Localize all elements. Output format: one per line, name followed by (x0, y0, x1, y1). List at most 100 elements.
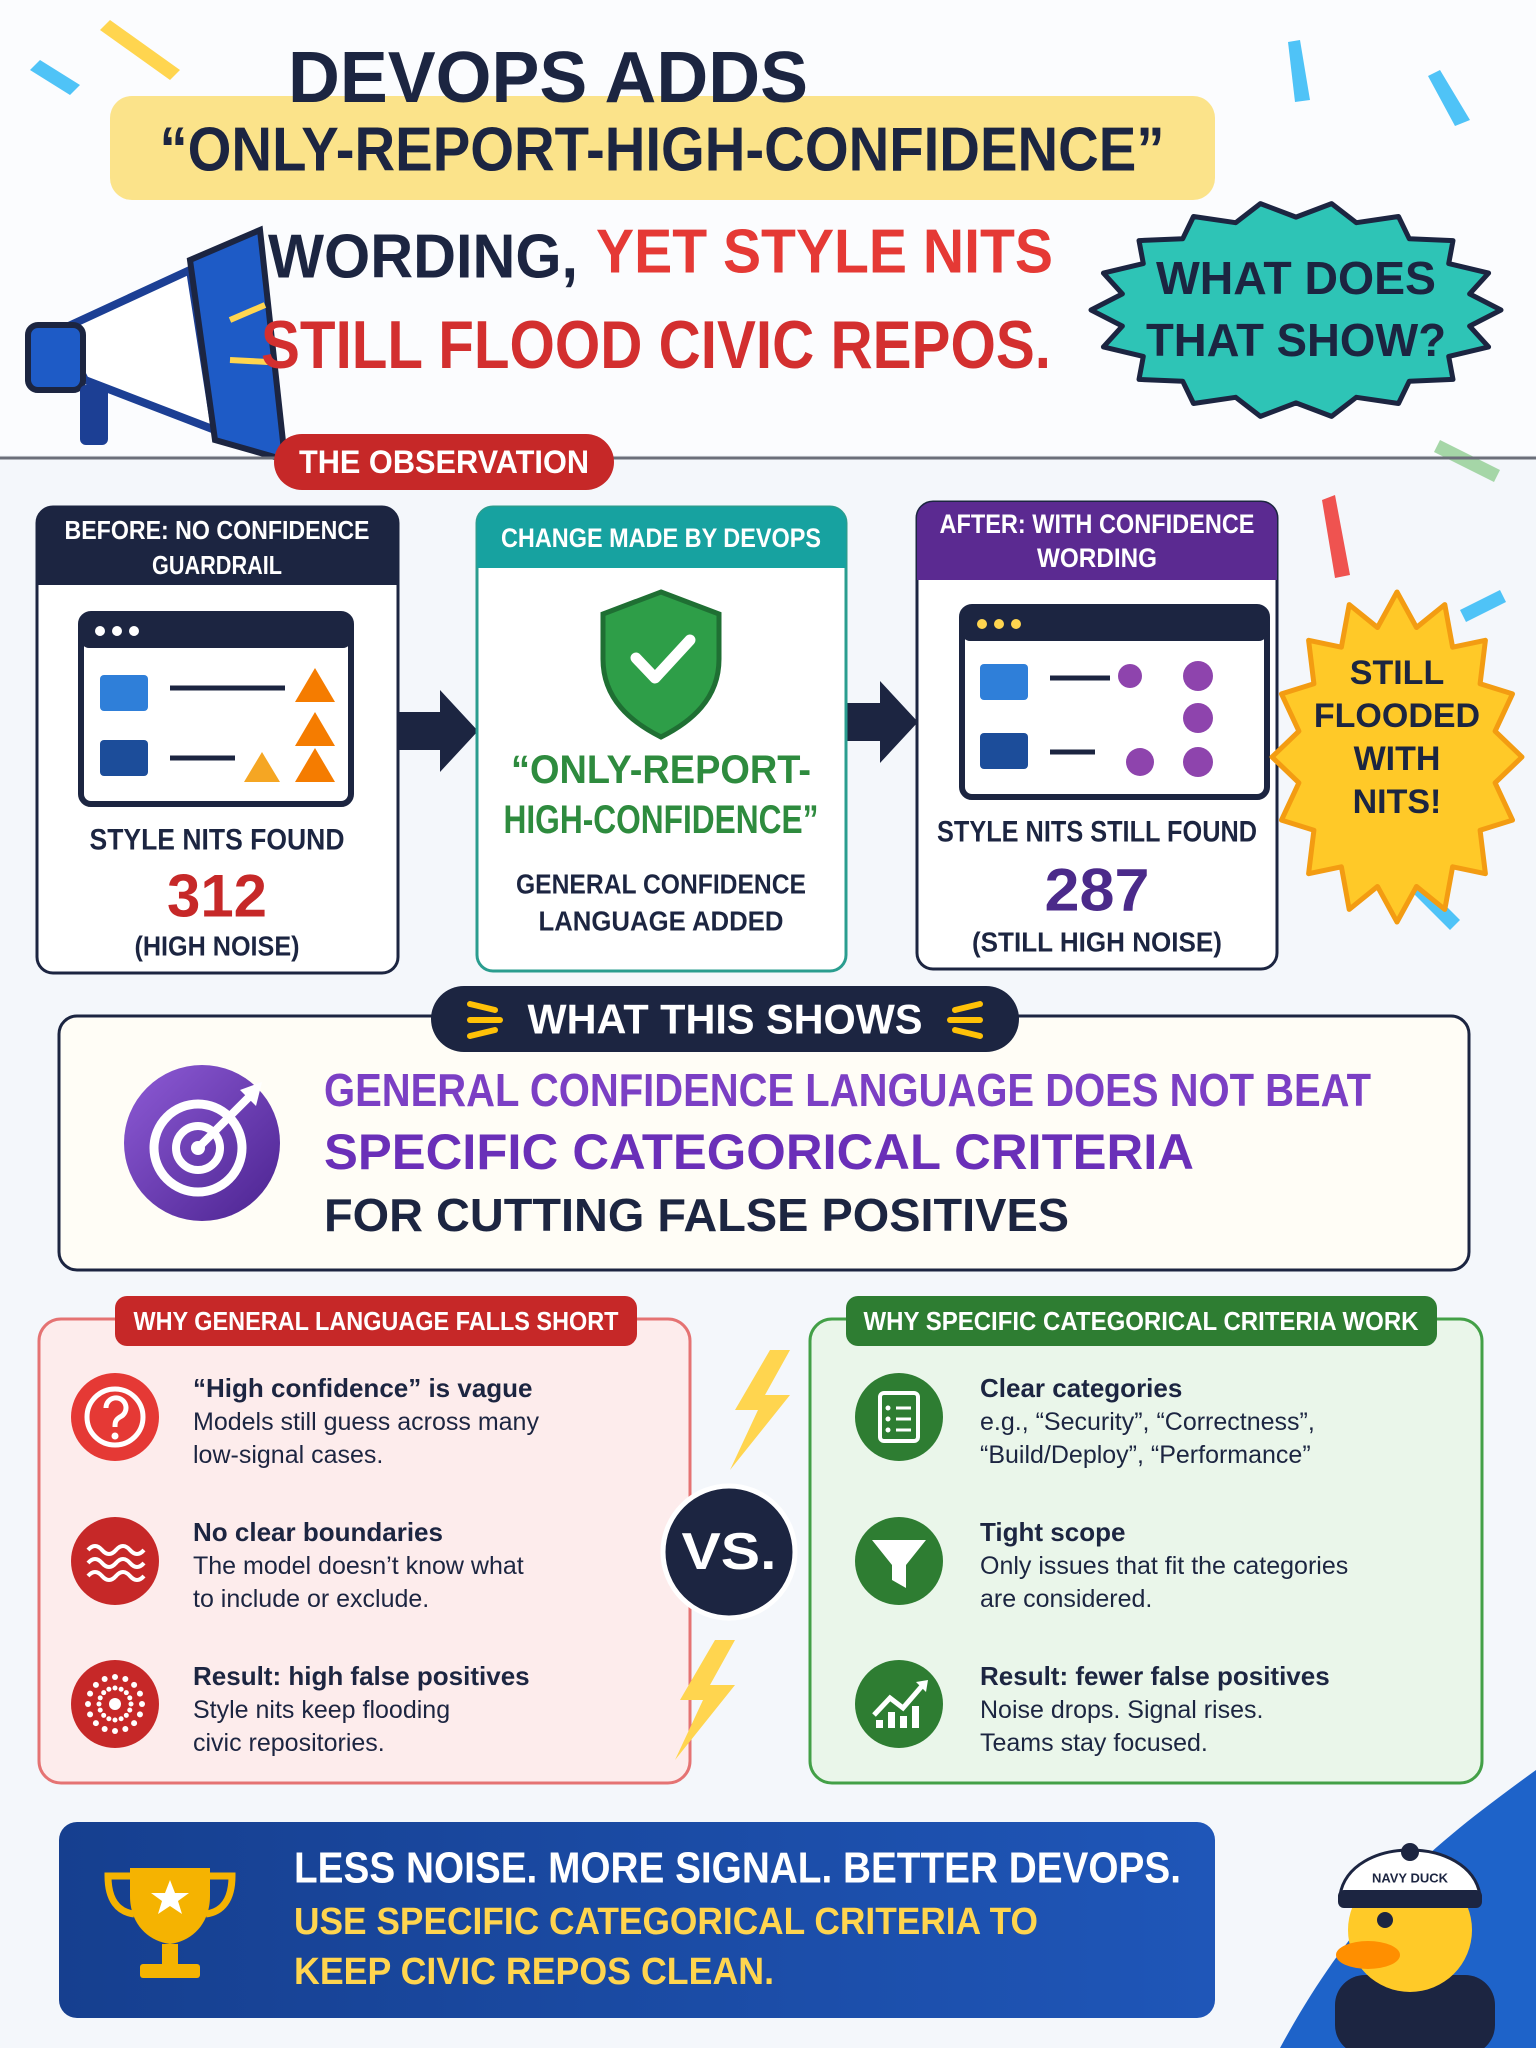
arrow (398, 690, 478, 772)
lightning (730, 1350, 790, 1470)
card-header (37, 507, 398, 585)
arrow (846, 681, 918, 763)
right-panel-header (846, 1296, 1437, 1346)
dot (122, 1676, 129, 1683)
cards-caption: GENERAL CONFIDENCE (516, 869, 806, 900)
dot (139, 1701, 145, 1707)
footer-lines: LESS NOISE. MORE SIGNAL. BETTER DEVOPS. (294, 1844, 1181, 1893)
items-lines: civic repositories. (193, 1729, 385, 1757)
scatter-icon (71, 1660, 159, 1748)
dot (101, 1690, 107, 1696)
items-lines: Models still guess across many (193, 1408, 539, 1436)
insight-label: WHAT THIS SHOWS (528, 996, 923, 1043)
header-title-line3-a: WORDING, (268, 223, 578, 292)
target-icon (124, 1065, 280, 1221)
insight-pill (431, 986, 1019, 1052)
dot (87, 1690, 94, 1697)
observation-label: THE OBSERVATION (299, 444, 589, 480)
items-title: Tight scope (980, 1517, 1125, 1547)
trophy-icon (104, 1868, 236, 1978)
dot (123, 1712, 129, 1718)
cards-note: (HIGH NOISE) (135, 931, 300, 962)
dot (136, 1711, 143, 1718)
right-title: WHY SPECIFIC CATEGORICAL CRITERIA WORK (864, 1306, 1419, 1336)
items-lines: Style nits keep flooding (193, 1696, 450, 1724)
left-title: WHY GENERAL LANGUAGE FALLS SHORT (134, 1306, 619, 1336)
items-lines: Noise drops. Signal rises. (980, 1696, 1263, 1724)
card-header (477, 507, 846, 568)
cards-header: GUARDRAIL (152, 550, 282, 580)
cards-header: CHANGE MADE BY DEVOPS (501, 523, 821, 553)
dot (87, 1711, 94, 1718)
dot (112, 1674, 118, 1680)
items-lines: The model doesn’t know what (193, 1552, 524, 1580)
dot (127, 1695, 133, 1701)
confetti (1460, 590, 1506, 622)
confetti (1322, 495, 1350, 578)
observation-pill (274, 434, 614, 490)
dot (97, 1707, 103, 1713)
cards-quote: HIGH-CONFIDENCE” (504, 798, 819, 842)
cards-value: 312 (167, 863, 267, 930)
observation-burst: STILL (1350, 654, 1444, 692)
dot (92, 1720, 99, 1727)
dot (123, 1690, 129, 1696)
boundary-icon (71, 1517, 159, 1605)
items-lines: Only issues that fit the categories (980, 1552, 1348, 1580)
confetti (1428, 70, 1470, 126)
code-window-icon (78, 611, 354, 807)
confetti (1434, 440, 1500, 482)
dot (118, 1716, 124, 1722)
items-title: Result: high false positives (193, 1661, 530, 1691)
nits-burst (1269, 589, 1525, 925)
header-title-highlight: “ONLY-REPORT-HIGH-CONFIDENCE” (160, 116, 1165, 185)
items-lines: Teams stay focused. (980, 1729, 1208, 1757)
cards-caption: STYLE NITS STILL FOUND (937, 816, 1257, 849)
dot (128, 1701, 134, 1707)
title-highlight (110, 96, 1215, 200)
dot (131, 1681, 138, 1688)
dot (92, 1681, 99, 1688)
header-badge: THAT SHOW? (1146, 314, 1446, 366)
dot (96, 1701, 102, 1707)
pill-accent (467, 1001, 983, 1039)
items-lines: e.g., “Security”, “Correctness”, (980, 1408, 1315, 1436)
footer-lines: KEEP CIVIC REPOS CLEAN. (294, 1951, 774, 1993)
question-icon (71, 1373, 159, 1461)
header-title-line4: STILL FLOOD CIVIC REPOS. (261, 307, 1051, 383)
footer-banner (59, 1822, 1215, 2018)
dot (112, 1717, 118, 1723)
dot (127, 1707, 133, 1713)
badge-burst (1088, 201, 1504, 419)
card-header (917, 502, 1277, 580)
items-title: Clear categories (980, 1373, 1182, 1403)
header-title-line3-b: YET STYLE NITS (596, 218, 1053, 287)
footer-mascot: NAVY DUCK (1372, 1871, 1449, 1886)
code-window-icon (959, 604, 1270, 800)
filter-icon (855, 1517, 943, 1605)
cards-header: WORDING (1037, 543, 1157, 573)
left-panel-header (115, 1296, 637, 1346)
dot (136, 1690, 143, 1697)
cards-caption: LANGUAGE ADDED (539, 906, 784, 937)
header-badge: WHAT DOES (1156, 252, 1436, 304)
dot (118, 1686, 124, 1692)
insight-lines: SPECIFIC CATEGORICAL CRITERIA (324, 1124, 1194, 1180)
items-lines: “Build/Deploy”, “Performance” (980, 1441, 1311, 1469)
items-lines: to include or exclude. (193, 1585, 429, 1613)
vs-circle (660, 1483, 798, 1621)
comparison-vs: VS. (682, 1523, 777, 1581)
header-title-line1: DEVOPS ADDS (288, 38, 808, 118)
dot (122, 1725, 129, 1732)
confetti (100, 20, 180, 80)
confetti (1288, 40, 1310, 102)
dot (106, 1716, 112, 1722)
footer-lines: USE SPECIFIC CATEGORICAL CRITERIA TO (294, 1901, 1038, 1943)
growth-icon (855, 1660, 943, 1748)
dot (106, 1686, 112, 1692)
insight-lines: GENERAL CONFIDENCE LANGUAGE DOES NOT BEA… (324, 1064, 1371, 1116)
dot (85, 1701, 91, 1707)
dot (97, 1695, 103, 1701)
